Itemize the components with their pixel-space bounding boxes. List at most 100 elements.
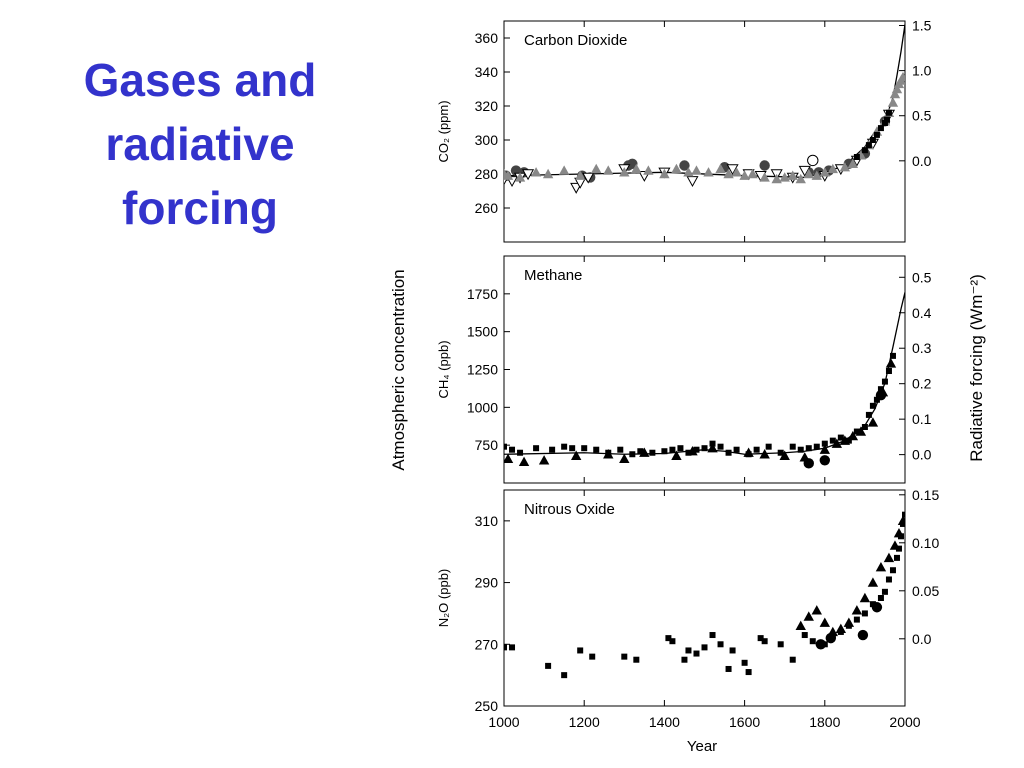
trend-line (504, 292, 905, 455)
data-point (873, 131, 880, 138)
data-point (731, 167, 742, 177)
right-tick-label: 0.4 (912, 305, 932, 321)
y-tick-label: 280 (475, 166, 499, 182)
data-series (803, 390, 887, 469)
right-tick-label: 0.3 (912, 340, 932, 356)
y-tick-label: 300 (475, 132, 499, 148)
data-point (533, 445, 540, 452)
data-point (669, 446, 676, 453)
data-point (829, 437, 836, 444)
data-point (504, 644, 507, 651)
data-point (619, 453, 630, 463)
data-point (857, 629, 869, 641)
data-point (875, 390, 887, 401)
data-point (715, 163, 726, 174)
data-point (798, 165, 811, 177)
data-point (669, 638, 676, 645)
slide-title-line: Gases and (83, 54, 317, 106)
data-point (504, 170, 514, 180)
data-point (747, 168, 758, 179)
data-point (837, 434, 844, 441)
data-point (883, 552, 895, 563)
data-point (821, 440, 828, 447)
x-tick-label: 1800 (809, 714, 840, 730)
data-point (517, 449, 524, 456)
x-tick-label: 1600 (729, 714, 760, 730)
data-point (877, 125, 884, 132)
data-point (843, 617, 855, 627)
panel-title: Methane (524, 267, 582, 284)
data-point (661, 448, 668, 455)
right-tick-label: 0.10 (912, 535, 939, 551)
data-point (739, 170, 750, 180)
chart-panel: Methane 750 1000 1250 1500 1750 0.0 0.1 0.2 0.3 0.… (436, 255, 932, 484)
data-point (677, 445, 684, 452)
data-point (637, 448, 644, 455)
data-point (855, 426, 867, 436)
data-point (570, 450, 582, 460)
y-tick-label: 260 (475, 200, 499, 216)
y-tick-label: 750 (475, 437, 499, 453)
data-point (659, 168, 670, 179)
data-point (847, 158, 859, 168)
x-tick-label: 1200 (569, 714, 600, 730)
data-point (733, 446, 740, 453)
data-point (765, 443, 772, 450)
data-point (819, 617, 830, 627)
data-point (686, 176, 699, 188)
data-point (633, 656, 640, 663)
panel-title: Nitrous Oxide (524, 501, 615, 518)
data-point (889, 352, 896, 359)
data-point (709, 632, 716, 639)
data-point (679, 160, 690, 171)
data-point (859, 592, 871, 603)
x-tick-label: 1000 (488, 714, 519, 730)
data-point (522, 169, 535, 181)
data-point (759, 160, 770, 171)
data-point (865, 142, 872, 149)
data-point (825, 632, 837, 644)
data-point (871, 602, 883, 613)
data-point (795, 620, 806, 630)
data-point (617, 446, 624, 453)
data-point (809, 638, 816, 645)
data-point (581, 445, 588, 452)
data-point (811, 605, 822, 615)
data-point (795, 173, 806, 184)
data-series (853, 109, 892, 160)
data-point (743, 447, 754, 457)
data-point (893, 528, 905, 538)
data-point (771, 173, 782, 184)
slide-title: Gases and radiative forcing (30, 48, 370, 240)
data-point (725, 449, 732, 456)
data-point (853, 428, 860, 435)
data-point (691, 165, 702, 175)
data-point (851, 605, 863, 615)
data-point (549, 446, 556, 453)
right-axis-label: Radiative forcing (Wm⁻²) (967, 274, 986, 462)
data-point (867, 577, 879, 587)
data-point (777, 449, 784, 456)
data-point (807, 154, 819, 167)
data-point (701, 644, 708, 651)
data-point (877, 386, 884, 393)
data-point (875, 561, 887, 572)
data-point (509, 644, 516, 651)
data-point (582, 172, 595, 184)
y-tick-label: 290 (475, 575, 499, 591)
data-point (683, 167, 694, 177)
data-point (789, 656, 796, 663)
data-point (701, 445, 708, 452)
right-tick-label: 0.05 (912, 583, 939, 599)
data-point (757, 635, 764, 642)
y-tick-label: 360 (475, 30, 499, 46)
data-point (693, 650, 700, 657)
data-point (831, 438, 843, 448)
y-tick-label: 320 (475, 98, 499, 114)
data-point (873, 396, 880, 403)
data-point (542, 168, 554, 179)
data-point (759, 449, 770, 459)
data-point (591, 163, 602, 174)
data-point (538, 455, 550, 465)
x-tick-label: 2000 (889, 714, 920, 730)
